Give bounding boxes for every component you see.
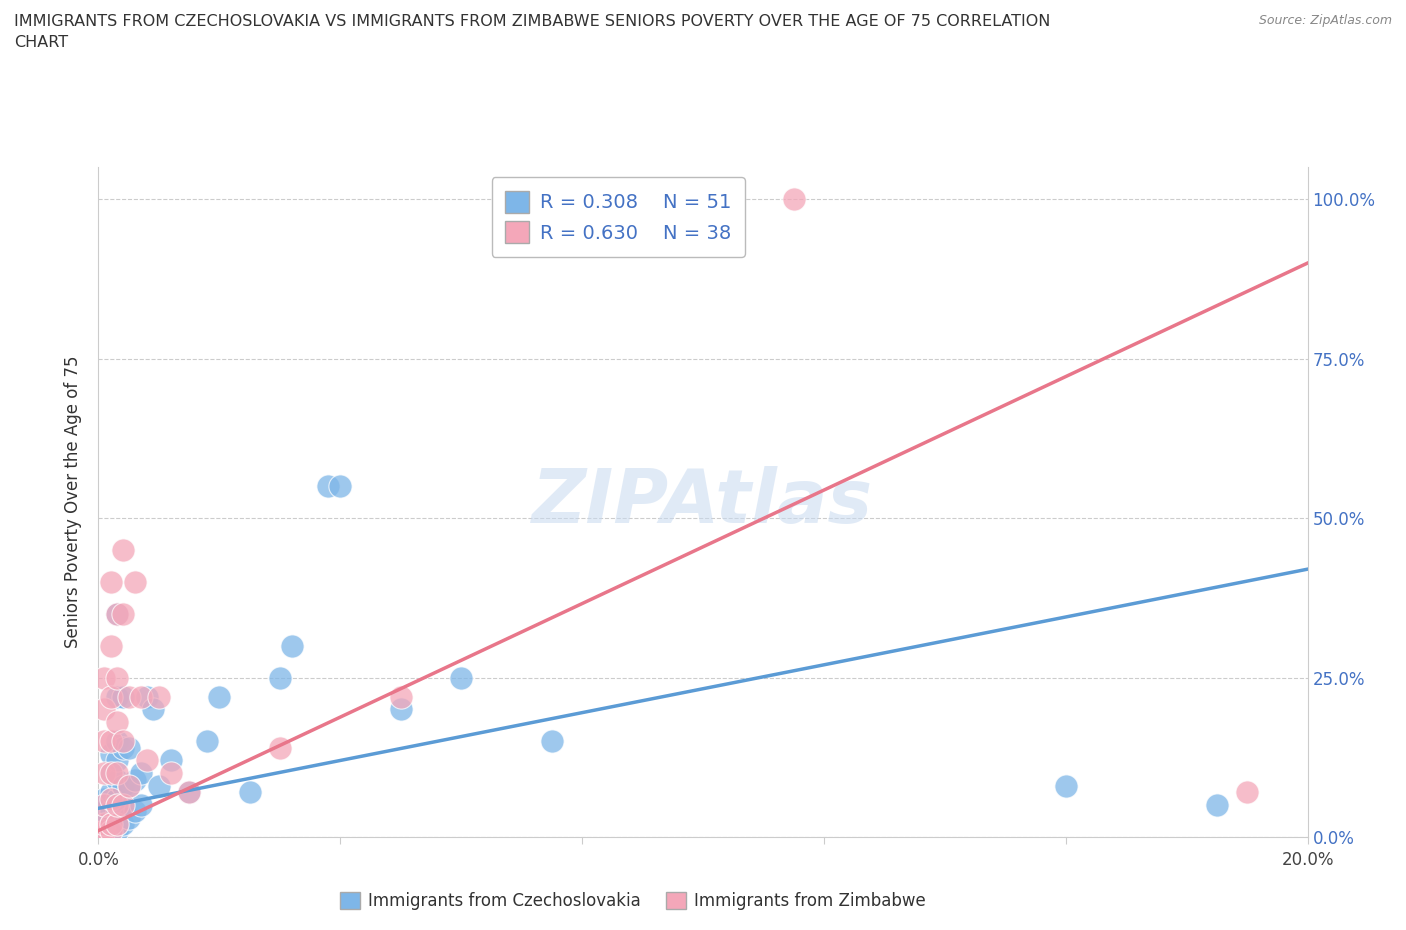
Point <box>118 778 141 793</box>
Point <box>129 765 152 780</box>
Point <box>100 734 122 749</box>
Point <box>93 671 115 685</box>
Point <box>111 740 134 755</box>
Point <box>105 734 128 749</box>
Point <box>90 827 112 842</box>
Point <box>93 702 115 717</box>
Point <box>100 785 122 800</box>
Point <box>389 689 412 704</box>
Point <box>111 542 134 557</box>
Point <box>105 791 128 806</box>
Point <box>105 671 128 685</box>
Point <box>389 702 412 717</box>
Point <box>93 823 115 838</box>
Point <box>450 671 472 685</box>
Point <box>111 778 134 793</box>
Point <box>124 772 146 787</box>
Text: Source: ZipAtlas.com: Source: ZipAtlas.com <box>1258 14 1392 27</box>
Point <box>111 817 134 831</box>
Point <box>105 753 128 768</box>
Point <box>281 638 304 653</box>
Point <box>100 804 122 819</box>
Point <box>90 827 112 842</box>
Point <box>148 689 170 704</box>
Point <box>1054 778 1077 793</box>
Point <box>160 765 183 780</box>
Point <box>135 753 157 768</box>
Point <box>100 823 122 838</box>
Point <box>105 606 128 621</box>
Point <box>105 715 128 730</box>
Point <box>111 689 134 704</box>
Point <box>129 689 152 704</box>
Point <box>100 575 122 590</box>
Point <box>1206 798 1229 813</box>
Point <box>111 798 134 813</box>
Point <box>179 785 201 800</box>
Point <box>329 479 352 494</box>
Point <box>93 817 115 831</box>
Point <box>142 702 165 717</box>
Point <box>105 606 128 621</box>
Point <box>269 740 291 755</box>
Point <box>105 689 128 704</box>
Point <box>105 772 128 787</box>
Text: ZIPAtlas: ZIPAtlas <box>533 466 873 538</box>
Point <box>105 817 128 831</box>
Point <box>316 479 339 494</box>
Point <box>100 747 122 762</box>
Point <box>135 689 157 704</box>
Point <box>111 606 134 621</box>
Point <box>1236 785 1258 800</box>
Point <box>93 798 115 813</box>
Point <box>239 785 262 800</box>
Point <box>100 765 122 780</box>
Point <box>118 740 141 755</box>
Legend: Immigrants from Czechoslovakia, Immigrants from Zimbabwe: Immigrants from Czechoslovakia, Immigran… <box>333 885 932 917</box>
Point <box>100 638 122 653</box>
Point <box>118 810 141 825</box>
Point <box>93 810 115 825</box>
Point <box>105 817 128 831</box>
Point <box>93 734 115 749</box>
Point <box>269 671 291 685</box>
Point <box>118 778 141 793</box>
Point <box>179 785 201 800</box>
Point <box>93 817 115 831</box>
Point <box>783 192 806 206</box>
Point <box>100 817 122 831</box>
Point <box>100 827 122 842</box>
Point <box>540 734 562 749</box>
Point <box>100 689 122 704</box>
Point <box>93 765 115 780</box>
Point <box>160 753 183 768</box>
Point <box>118 689 141 704</box>
Y-axis label: Seniors Poverty Over the Age of 75: Seniors Poverty Over the Age of 75 <box>65 356 83 648</box>
Point <box>105 798 128 813</box>
Point <box>100 817 122 831</box>
Point <box>100 765 122 780</box>
Point <box>105 804 128 819</box>
Point <box>129 798 152 813</box>
Point <box>111 734 134 749</box>
Point <box>93 804 115 819</box>
Point <box>100 823 122 838</box>
Legend: R = 0.308    N = 51, R = 0.630    N = 38: R = 0.308 N = 51, R = 0.630 N = 38 <box>492 177 745 257</box>
Point <box>100 791 122 806</box>
Point <box>124 575 146 590</box>
Point <box>93 791 115 806</box>
Point <box>195 734 218 749</box>
Point <box>105 823 128 838</box>
Point <box>148 778 170 793</box>
Point <box>208 689 231 704</box>
Point <box>124 804 146 819</box>
Point <box>93 823 115 838</box>
Point <box>105 765 128 780</box>
Point <box>111 798 134 813</box>
Text: IMMIGRANTS FROM CZECHOSLOVAKIA VS IMMIGRANTS FROM ZIMBABWE SENIORS POVERTY OVER : IMMIGRANTS FROM CZECHOSLOVAKIA VS IMMIGR… <box>14 14 1050 50</box>
